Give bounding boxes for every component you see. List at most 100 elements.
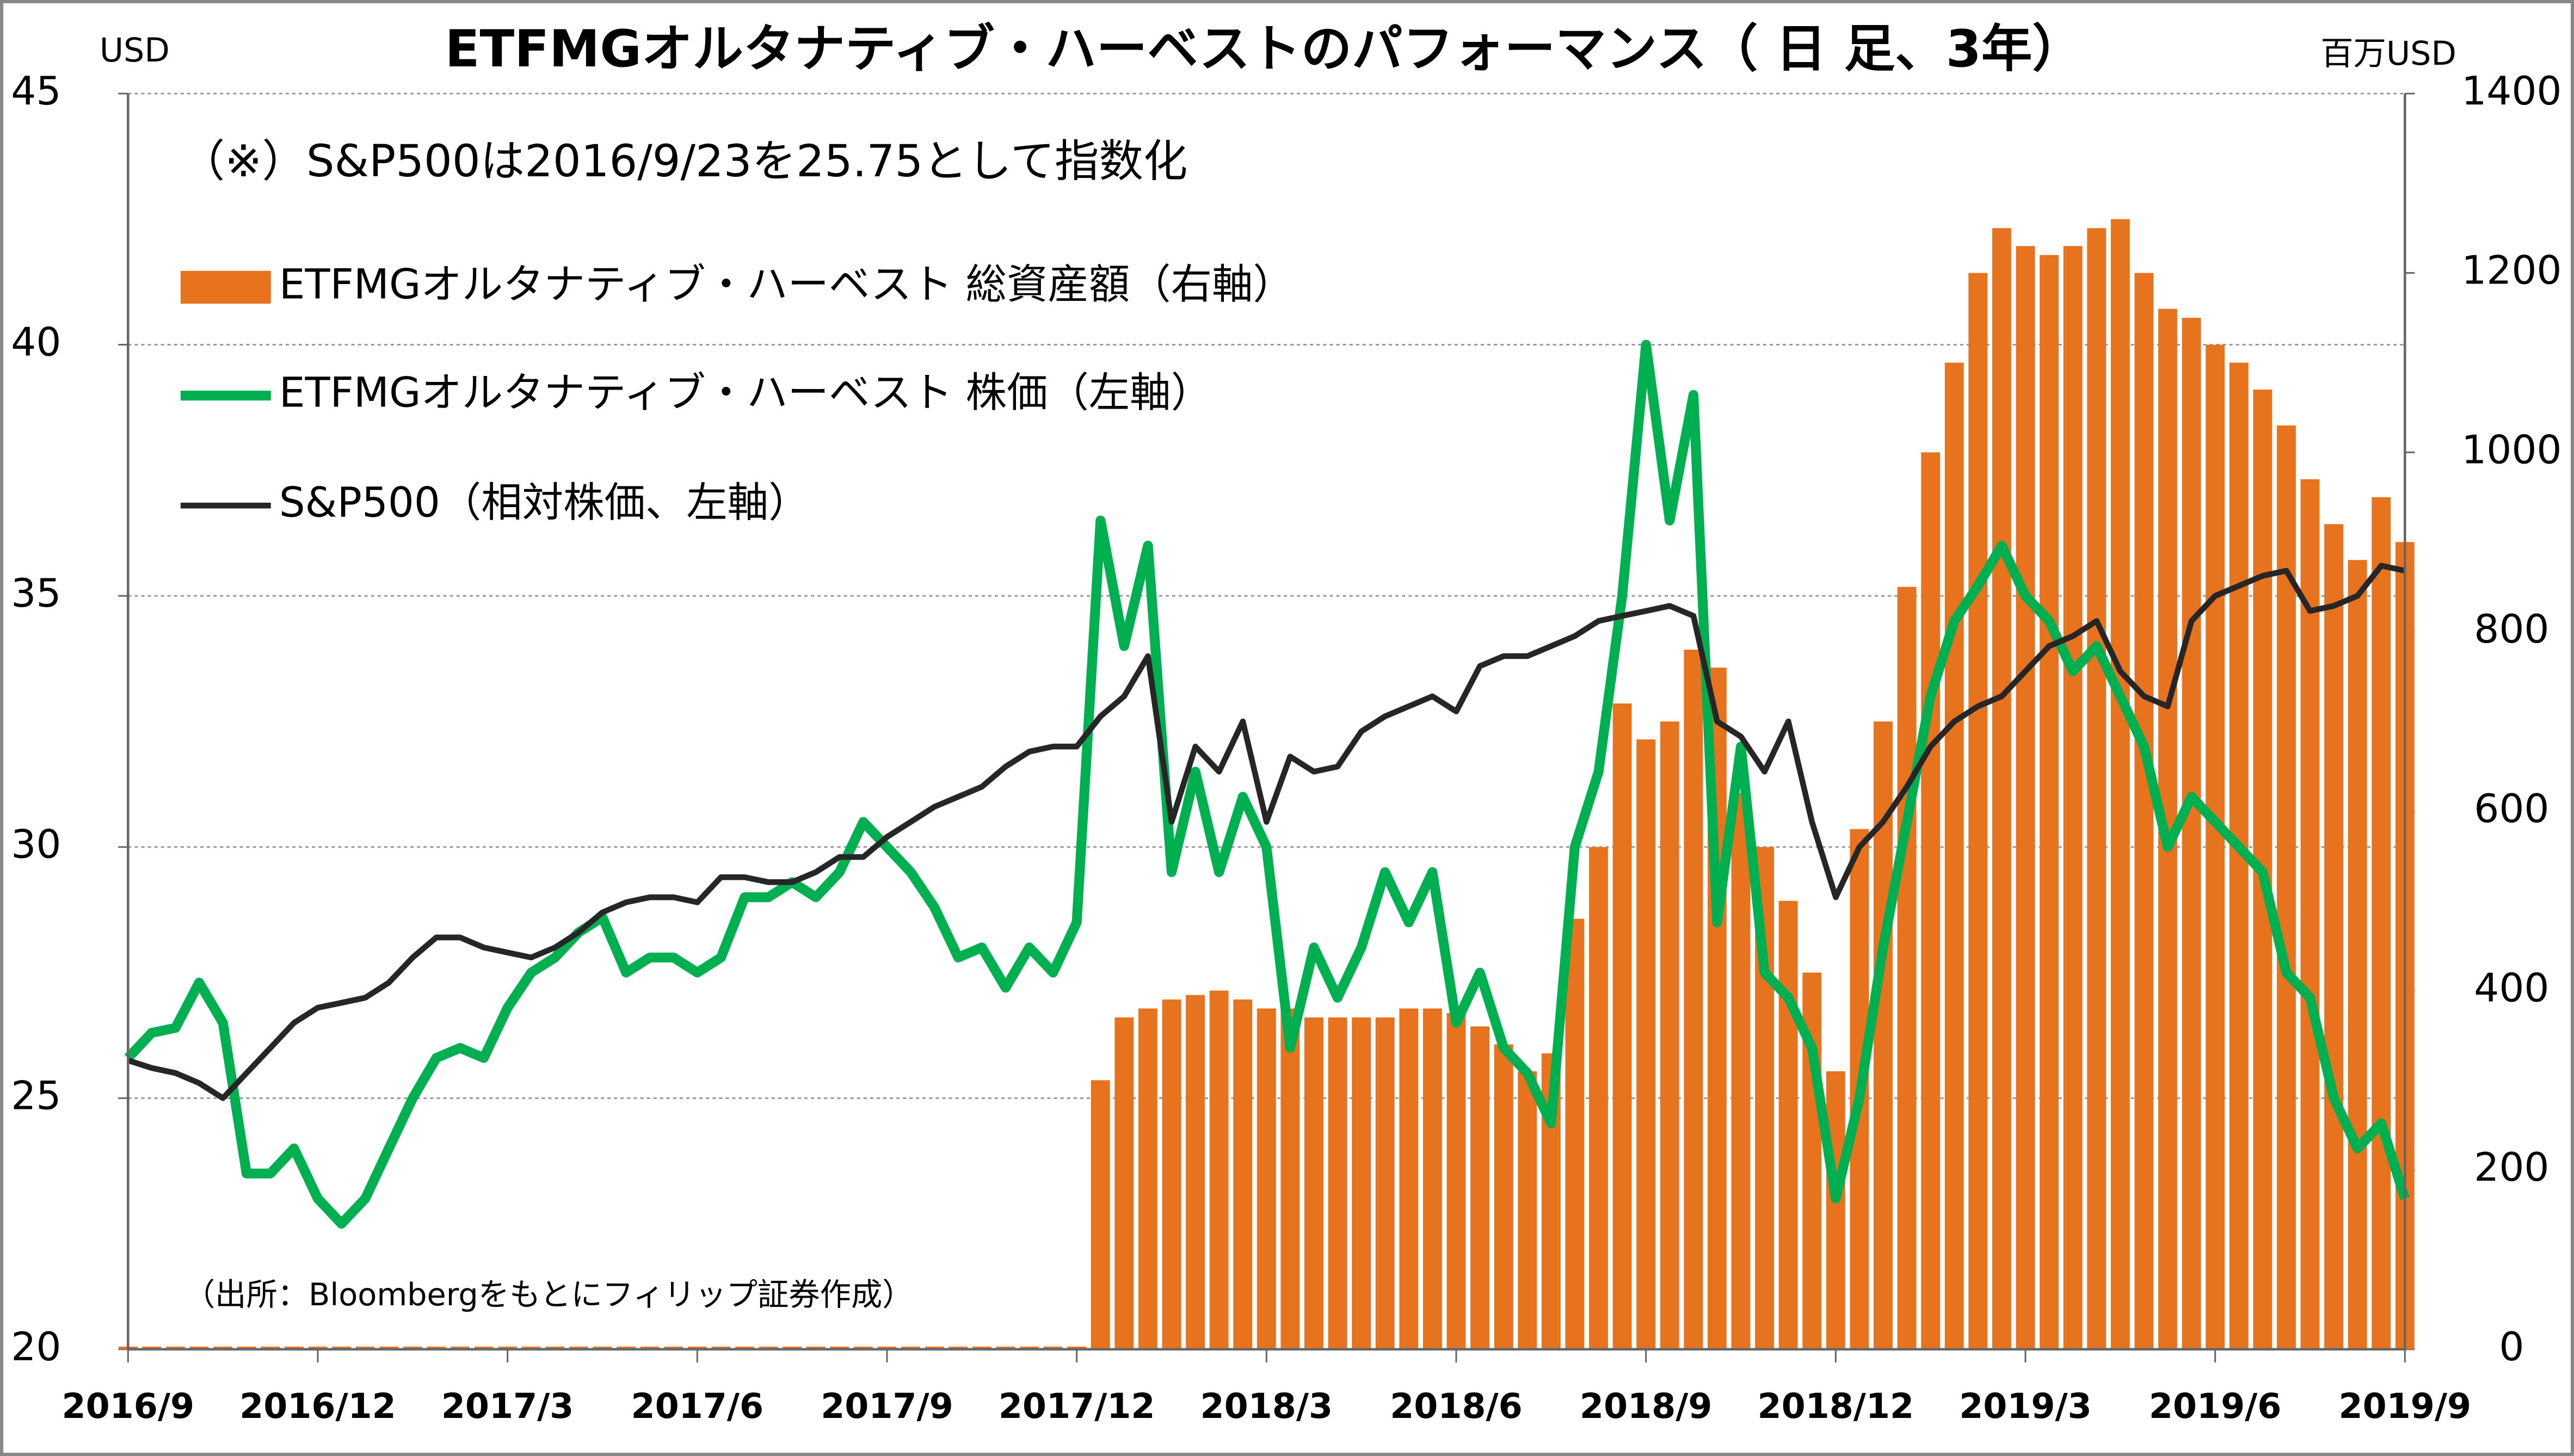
legend-label: ETFMGオルタナティブ・ハーベスト 総資産額（右軸） [279,260,1294,308]
bar [545,1346,565,1349]
x-tick-label: 2019/6 [2149,1386,2282,1426]
bar [1992,228,2011,1349]
bar [213,1346,233,1349]
x-tick-label: 2017/3 [441,1386,574,1426]
bar [2182,318,2201,1349]
bar [1257,1008,1276,1349]
source-note: （出所：Bloombergをもとにフィリップ証券作成） [184,1276,914,1313]
x-tick-label: 2017/6 [631,1386,764,1426]
bar [2040,255,2059,1349]
bar [1423,1008,1442,1349]
x-tick-label: 2019/3 [1959,1386,2092,1426]
y-tick-label: 30 [11,822,61,868]
x-tick-label: 2016/12 [239,1386,396,1426]
bar [284,1346,304,1349]
bar [1399,1008,1419,1349]
x-tick-label: 2018/3 [1200,1386,1333,1426]
bar [901,1346,920,1349]
bar [830,1346,849,1349]
line [127,563,2406,1101]
bar [1944,362,1964,1349]
bar [806,1346,826,1349]
y2-tick-label: 0 [2499,1324,2524,1370]
bar [2206,344,2225,1349]
bar [308,1346,328,1349]
x-tick-label: 2016/9 [62,1386,195,1426]
x-tick-label: 2017/12 [999,1386,1155,1426]
bar [1494,1044,1513,1349]
bar [1020,1346,1039,1349]
bar [1352,1017,1371,1349]
bar [1470,1026,1489,1349]
bar [972,1346,992,1349]
bar [2348,560,2367,1349]
y-tick-label: 25 [11,1073,61,1119]
bar [2276,425,2296,1349]
bar [877,1346,897,1349]
line [124,340,2410,1229]
bar [1375,1017,1395,1349]
bar [1826,1071,1845,1349]
bar [1778,900,1798,1349]
bar [1518,1071,1537,1349]
bar [2372,497,2391,1349]
bar [142,1346,162,1349]
bar [1233,999,1253,1349]
y2-tick-label: 1000 [2461,427,2561,473]
bar [1731,793,1751,1349]
y2-tick-label: 200 [2474,1145,2549,1190]
bar [166,1346,185,1349]
bar [1162,999,1181,1349]
bar [1684,650,1703,1349]
y2-tick-label: 800 [2474,607,2549,652]
bar [474,1346,494,1349]
bar [261,1346,280,1349]
bar [853,1346,873,1349]
y-tick-label: 20 [11,1324,61,1370]
bar [1114,1017,1134,1349]
bar [2300,479,2320,1349]
x-tick-label: 2018/6 [1390,1386,1523,1426]
bar [189,1346,209,1349]
bar [1280,1008,1300,1349]
bar [1921,452,1941,1349]
y-tick-label: 45 [11,69,61,114]
x-tick-label: 2019/9 [2339,1386,2472,1426]
y2-axis-label: 百万USD [2320,35,2456,73]
bar [237,1346,256,1349]
bar [569,1346,588,1349]
bar [1138,1008,1157,1349]
bar [355,1346,375,1349]
y2-tick-label: 600 [2474,786,2549,832]
bar [1446,1013,1466,1349]
bar [996,1346,1015,1349]
legend-label: ETFMGオルタナティブ・ハーベスト 株価（左軸） [279,369,1212,417]
bar [1328,1017,1347,1349]
bar [1612,703,1632,1349]
bar [1660,721,1679,1349]
bar [2134,273,2154,1349]
bar [2063,246,2083,1349]
bar [498,1346,518,1349]
bar [949,1346,968,1349]
bar [1565,918,1585,1349]
bar [735,1346,754,1349]
y2-tick-label: 1200 [2461,248,2561,294]
x-tick-label: 2018/12 [1758,1386,1914,1426]
bar [783,1346,802,1349]
bar [1589,847,1608,1349]
chart-title: ETFMGオルタナティブ・ハーベストのパフォーマンス（ 日 足、3年） [445,20,2083,79]
bar [521,1346,541,1349]
subtitle: （※）S&P500は2016/9/23を25.75として指数化 [181,135,1188,187]
bar [2016,246,2035,1349]
x-tick-label: 2018/9 [1580,1386,1713,1426]
y-axis-label: USD [100,32,170,70]
bar [2110,219,2130,1349]
bar [1209,990,1229,1349]
bar [687,1346,707,1349]
bar [2324,524,2343,1349]
bar [711,1346,731,1349]
legend-swatch [180,270,271,304]
bar [1186,995,1205,1349]
